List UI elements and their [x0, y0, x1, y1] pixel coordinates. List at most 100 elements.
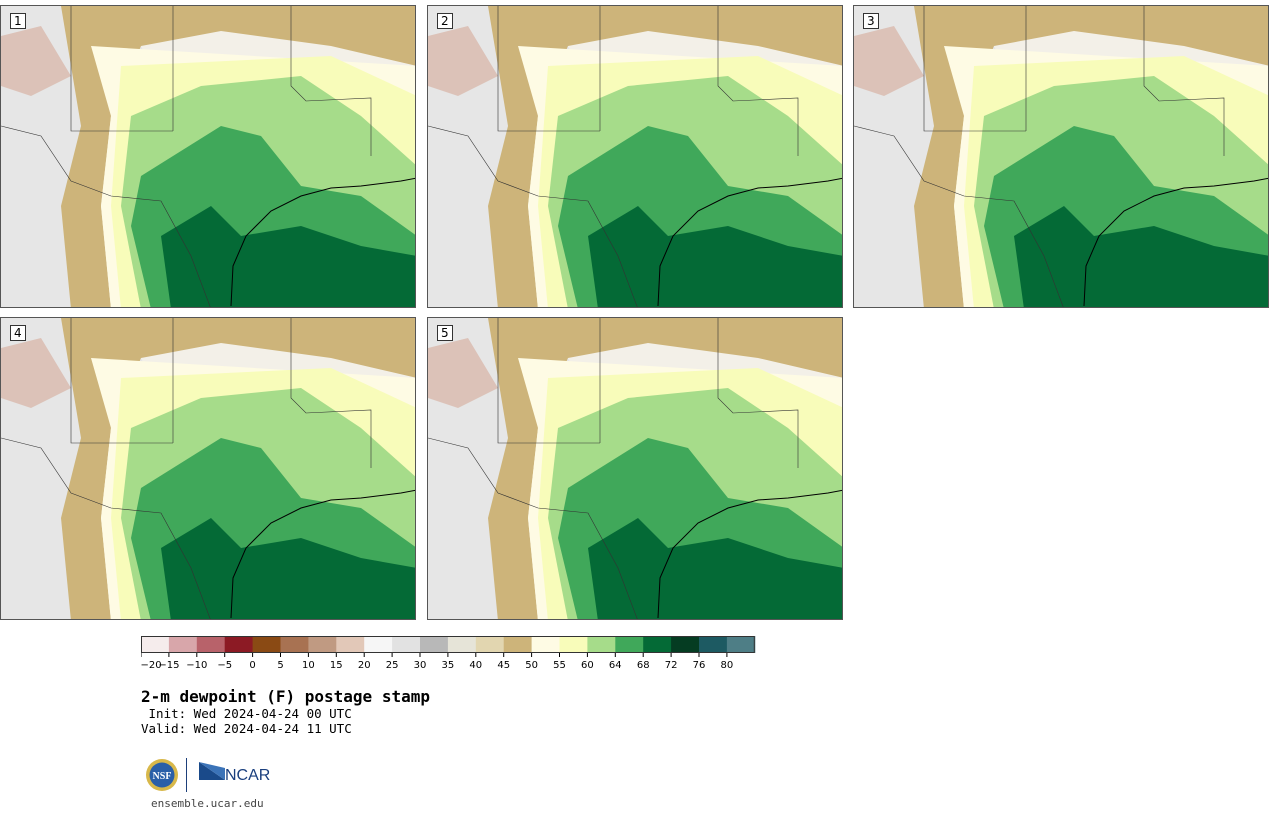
colorbar-tick-label: 45 — [497, 660, 510, 671]
colorbar-frame — [141, 636, 755, 653]
dewpoint-40s — [488, 318, 842, 619]
colorbar-swatch — [280, 636, 309, 653]
colorbar-tick-label: 64 — [609, 660, 622, 671]
state-border — [854, 125, 1064, 307]
nsf-logo: NSF — [146, 759, 178, 791]
colorbar-swatch — [168, 636, 198, 653]
state-border — [717, 6, 799, 156]
dewpoint-map — [1, 6, 415, 307]
member-panel-4: 4 — [0, 317, 416, 620]
nsf-ncar-logos: NSF NCAR — [146, 758, 270, 792]
colorbar-tick-label: 50 — [525, 660, 538, 671]
dewpoint-40s — [914, 6, 1268, 307]
dewpoint-colorbar: −20−15 −10 −5 0 5 10 15 20 25 30 35 40 45 50 55 60 64 68 7… — [141, 636, 756, 671]
state-border — [428, 437, 638, 619]
dewpoint-40s — [61, 318, 415, 619]
colorbar-swatch — [699, 636, 728, 653]
gulf-coastline — [657, 489, 842, 619]
gulf-coastline — [657, 177, 842, 307]
member-panel-5: 5 — [427, 317, 843, 620]
colorbar-tick-label: 55 — [553, 660, 566, 671]
nsf-logo-text: NSF — [153, 771, 172, 782]
state-border — [923, 6, 1026, 132]
colorbar-tick-label: 76 — [693, 660, 706, 671]
colorbar-tick-label: 25 — [386, 660, 399, 671]
colorbar-tick-label: 10 — [302, 660, 315, 671]
colorbar-swatch — [141, 636, 170, 653]
gulf-coastline — [230, 177, 415, 307]
dewpoint-68 — [588, 518, 842, 619]
site-url: ensemble.ucar.edu — [151, 797, 264, 810]
state-border — [290, 318, 372, 468]
init-time: Init: Wed 2024-04-24 00 UTC — [141, 706, 352, 721]
colorbar-tick-label: 80 — [721, 660, 734, 671]
state-border — [717, 318, 799, 468]
colorbar-tick-label: 68 — [637, 660, 650, 671]
dewpoint-68 — [161, 206, 415, 307]
dry-brown-patch — [854, 26, 924, 96]
state-border — [428, 125, 638, 307]
dewpoint-map — [428, 6, 842, 307]
colorbar-swatch — [587, 636, 616, 653]
dry-brown-patch — [1, 26, 71, 96]
dewpoint-68 — [1014, 206, 1268, 307]
dry-brown-patch — [428, 26, 498, 96]
colorbar-swatch — [615, 636, 644, 653]
colorbar-tick-label: 5 — [277, 660, 283, 671]
colorbar-tick-label: 15 — [330, 660, 343, 671]
member-number-label: 3 — [863, 13, 879, 29]
colorbar-tick-label: −10 — [186, 660, 207, 671]
colorbar-tick-label: −5 — [217, 660, 232, 671]
dewpoint-68 — [161, 518, 415, 619]
colorbar-tick-label: 35 — [442, 660, 455, 671]
dewpoint-map — [854, 6, 1268, 307]
colorbar-swatch — [308, 636, 337, 653]
colorbar-swatch — [196, 636, 226, 653]
colorbar-tick-label: 40 — [469, 660, 482, 671]
member-panel-1: 1 — [0, 5, 416, 308]
member-panel-2: 2 — [427, 5, 843, 308]
colorbar-tick-label: 60 — [581, 660, 594, 671]
state-border — [497, 318, 600, 444]
colorbar-swatch — [531, 636, 560, 653]
colorbar-tick-label: 72 — [665, 660, 678, 671]
colorbar-swatch — [252, 636, 281, 653]
member-number-label: 4 — [10, 325, 26, 341]
dewpoint-68 — [588, 206, 842, 307]
valid-time: Valid: Wed 2024-04-24 11 UTC — [141, 721, 352, 736]
state-border — [290, 6, 372, 156]
colorbar-tick-label: 30 — [414, 660, 427, 671]
chart-title: 2-m dewpoint (F) postage stamp — [141, 687, 430, 706]
colorbar-swatch — [475, 636, 505, 653]
state-border — [497, 6, 600, 132]
colorbar-swatch — [726, 636, 756, 653]
colorbar-swatch — [447, 636, 477, 653]
dewpoint-map — [1, 318, 415, 619]
gulf-coastline — [1083, 177, 1268, 307]
state-border — [1, 125, 211, 307]
state-border — [70, 318, 173, 444]
member-number-label: 5 — [437, 325, 453, 341]
dewpoint-map — [428, 318, 842, 619]
dry-brown-patch — [1, 338, 71, 408]
colorbar-tick-label: 20 — [358, 660, 371, 671]
colorbar-swatch — [364, 636, 393, 653]
colorbar-tick-label: −20 — [141, 660, 162, 671]
colorbar-swatch — [224, 636, 254, 653]
colorbar-tick-label: −15 — [158, 660, 179, 671]
state-border — [1143, 6, 1225, 156]
dewpoint-40s — [488, 6, 842, 307]
colorbar-tick-label: 0 — [249, 660, 255, 671]
colorbar-swatch — [336, 636, 365, 653]
member-number-label: 2 — [437, 13, 453, 29]
dry-brown-patch — [428, 338, 498, 408]
colorbar-swatch — [420, 636, 449, 653]
ncar-logo: NCAR — [199, 762, 270, 784]
member-number-label: 1 — [10, 13, 26, 29]
logo-divider — [186, 758, 187, 792]
colorbar-swatch — [503, 636, 533, 653]
colorbar-swatch — [559, 636, 588, 653]
dewpoint-40s — [61, 6, 415, 307]
colorbar-swatch — [643, 636, 672, 653]
member-panel-3: 3 — [853, 5, 1269, 308]
